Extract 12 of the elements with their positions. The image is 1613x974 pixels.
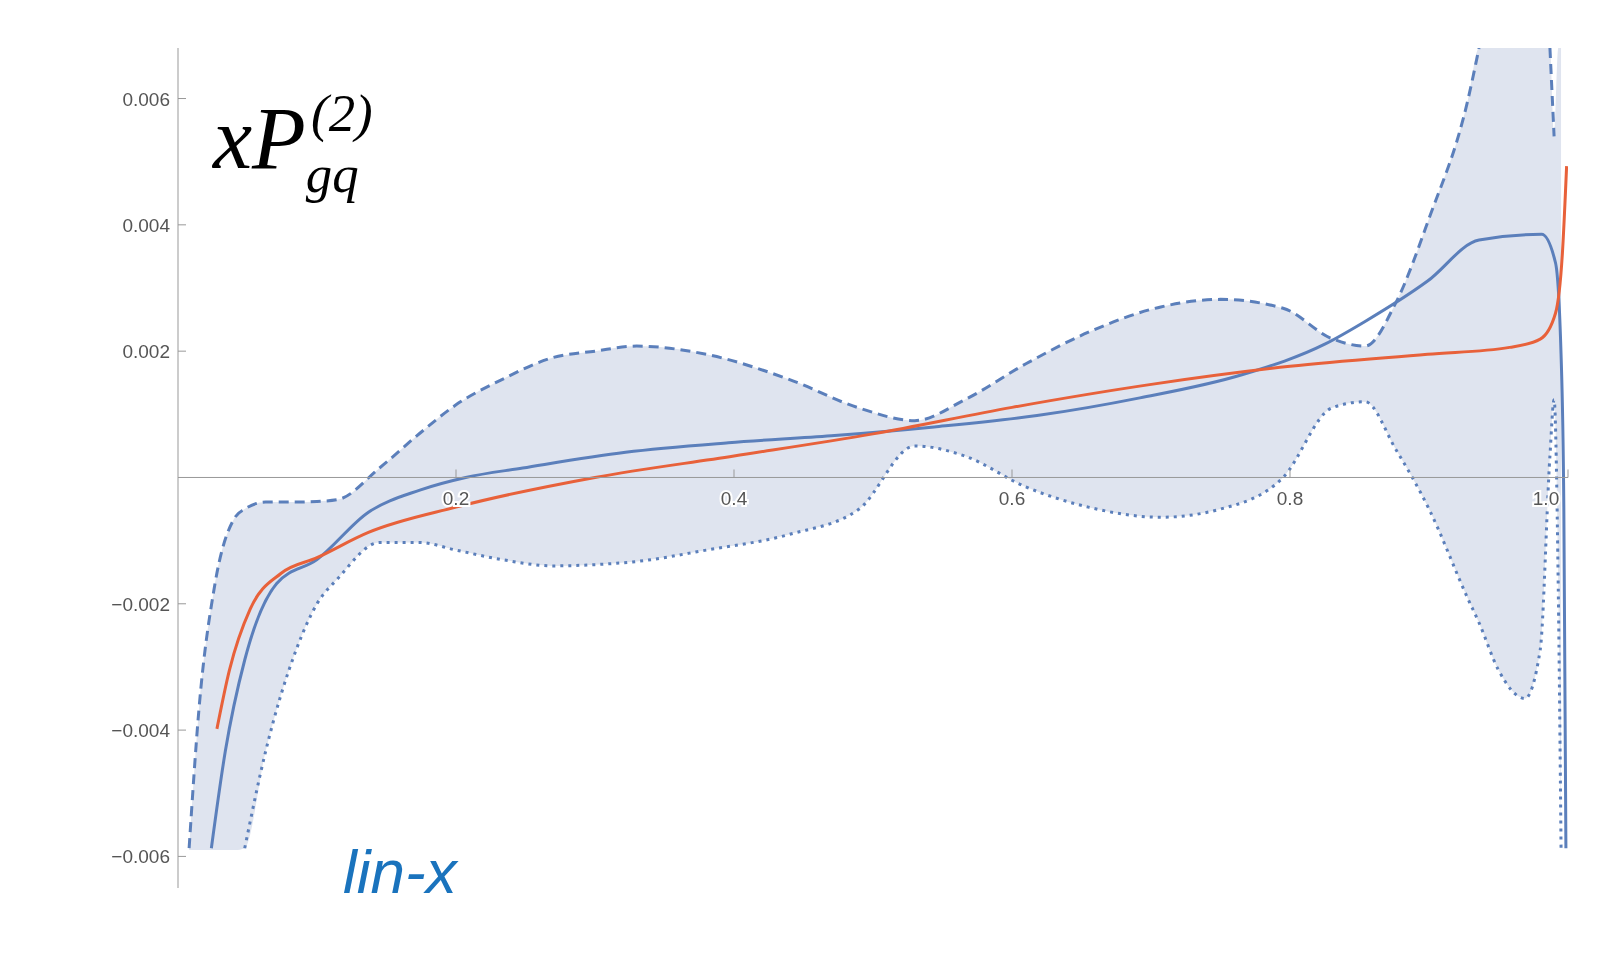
x-tick-label: 0.6	[998, 488, 1026, 510]
x-tick-label: 0.8	[1276, 488, 1304, 510]
y-tick-label: 0.002	[122, 341, 170, 363]
y-tick-label: −0.002	[111, 593, 170, 615]
x-tick-label: 1.0	[1532, 488, 1560, 510]
annotation: lin-x	[343, 837, 459, 906]
y-tick-label: −0.006	[111, 846, 170, 868]
y-tick-label: −0.004	[111, 720, 171, 742]
x-tick-label: 0.4	[720, 488, 748, 510]
y-tick-label: 0.004	[122, 214, 171, 236]
x-tick-label: 0.2	[442, 488, 470, 510]
y-tick-label: 0.006	[122, 88, 170, 110]
